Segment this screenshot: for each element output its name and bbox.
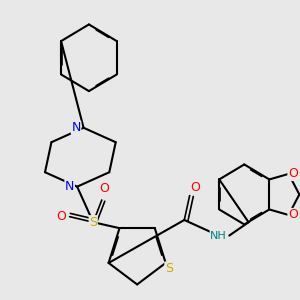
Text: S: S [165,262,173,275]
Text: O: O [288,208,298,221]
Text: S: S [89,216,97,229]
Text: O: O [99,182,109,195]
Text: N: N [71,121,81,134]
Text: N: N [65,180,74,193]
Text: O: O [56,210,66,223]
Text: O: O [288,167,298,180]
Text: NH: NH [210,231,227,241]
Text: O: O [190,181,200,194]
